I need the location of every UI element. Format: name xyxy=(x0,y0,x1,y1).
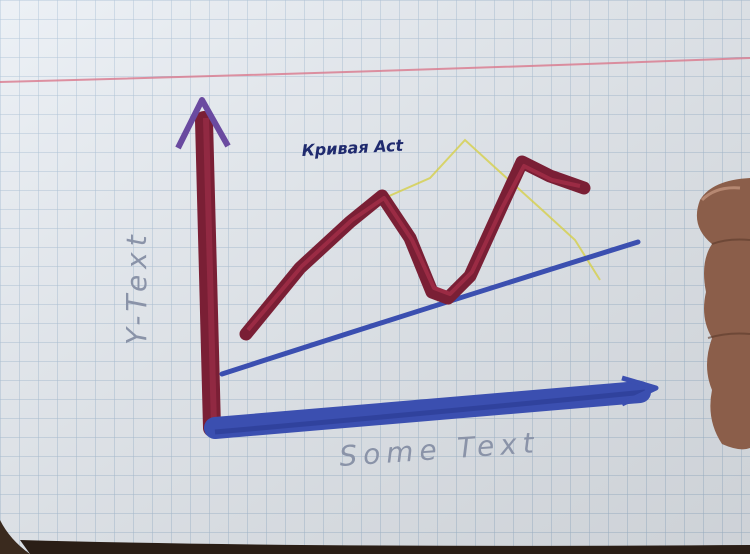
paper-bottom-shadow xyxy=(20,540,750,554)
finger xyxy=(696,178,750,450)
red-curve xyxy=(239,155,591,341)
table-edge xyxy=(0,520,30,554)
y-axis-label: Y-Text xyxy=(120,229,153,345)
y-axis-arrowhead xyxy=(175,97,231,150)
x-axis xyxy=(204,375,659,439)
x-axis-arrowhead xyxy=(620,375,659,407)
blue-trend-line xyxy=(219,239,641,377)
margin-line xyxy=(0,57,750,83)
y-axis xyxy=(175,97,231,437)
